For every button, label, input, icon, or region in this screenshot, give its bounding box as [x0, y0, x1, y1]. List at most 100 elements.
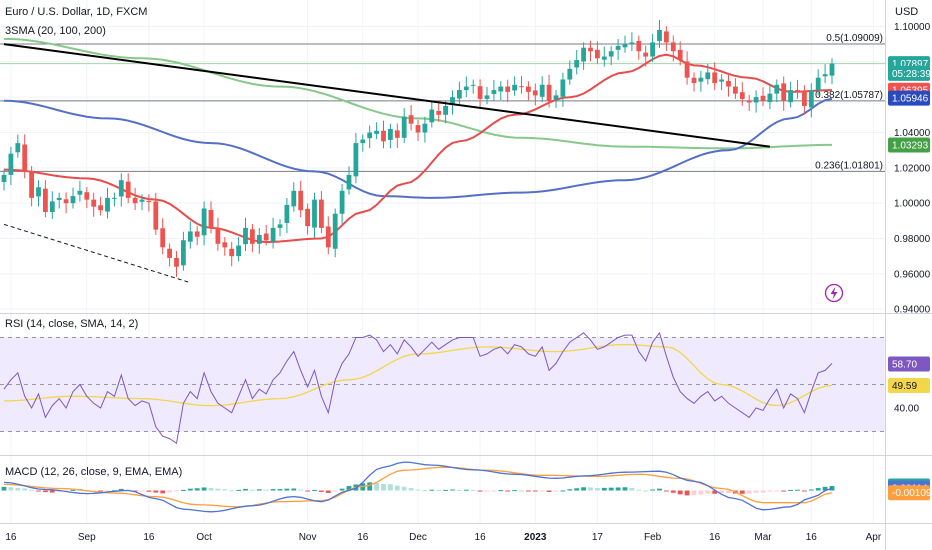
candle[interactable]	[650, 33, 655, 62]
candle[interactable]	[263, 225, 269, 246]
trendline[interactable]	[3, 43, 771, 148]
candle[interactable]	[339, 183, 345, 224]
candle[interactable]	[601, 46, 607, 67]
candle[interactable]	[526, 81, 531, 101]
candle[interactable]	[829, 58, 835, 85]
candle[interactable]	[664, 26, 669, 51]
candle-layer[interactable]	[1, 19, 835, 277]
candle[interactable]	[815, 69, 821, 96]
candle[interactable]	[760, 87, 766, 106]
candle[interactable]	[788, 81, 793, 108]
candle[interactable]	[91, 192, 97, 217]
candle[interactable]	[657, 19, 662, 48]
candle[interactable]	[401, 108, 407, 144]
candle[interactable]	[77, 180, 83, 202]
rsi-legend[interactable]: RSI (14, close, SMA, 14, 2)	[5, 318, 138, 330]
candle[interactable]	[360, 134, 366, 152]
candle[interactable]	[463, 76, 469, 97]
candle[interactable]	[512, 76, 517, 96]
candle[interactable]	[505, 79, 511, 102]
candle[interactable]	[477, 79, 483, 110]
candle[interactable]	[132, 187, 138, 211]
candle[interactable]	[698, 70, 704, 92]
candle[interactable]	[98, 196, 103, 216]
candle[interactable]	[215, 217, 221, 251]
candle[interactable]	[484, 86, 490, 105]
candle[interactable]	[802, 85, 807, 115]
candle[interactable]	[1, 169, 7, 191]
candle[interactable]	[112, 192, 117, 207]
candle[interactable]	[319, 191, 324, 234]
candle[interactable]	[125, 173, 131, 204]
candle[interactable]	[29, 166, 34, 207]
candle[interactable]	[519, 76, 524, 94]
candle[interactable]	[284, 198, 290, 234]
candle[interactable]	[270, 217, 276, 249]
candle[interactable]	[105, 187, 110, 219]
candle[interactable]	[22, 134, 28, 179]
support-dashed-line[interactable]	[3, 223, 191, 284]
sma-legend[interactable]: 3SMA (20, 100, 200)	[5, 25, 106, 37]
candle[interactable]	[491, 80, 497, 101]
candle[interactable]	[346, 166, 352, 195]
candle[interactable]	[581, 42, 586, 70]
candle[interactable]	[443, 100, 448, 124]
candle[interactable]	[429, 101, 435, 128]
candle[interactable]	[408, 105, 414, 131]
candle[interactable]	[139, 194, 145, 211]
candle[interactable]	[808, 83, 814, 118]
candle[interactable]	[381, 120, 386, 149]
candle[interactable]	[739, 82, 745, 106]
candle[interactable]	[567, 60, 573, 85]
candle[interactable]	[781, 76, 787, 111]
candle[interactable]	[470, 79, 476, 94]
candle[interactable]	[118, 173, 124, 207]
candle[interactable]	[174, 251, 179, 277]
candle[interactable]	[291, 182, 297, 212]
candle[interactable]	[15, 134, 21, 158]
candle[interactable]	[167, 243, 172, 267]
candle[interactable]	[201, 201, 207, 246]
candle[interactable]	[422, 116, 428, 143]
candle[interactable]	[153, 192, 159, 235]
candle[interactable]	[691, 72, 697, 92]
candle[interactable]	[588, 40, 593, 62]
candle[interactable]	[636, 35, 642, 60]
candle[interactable]	[277, 219, 283, 237]
candle[interactable]	[49, 191, 55, 219]
candle[interactable]	[298, 180, 304, 218]
candle[interactable]	[733, 78, 738, 99]
candle[interactable]	[560, 72, 566, 107]
candle[interactable]	[450, 90, 455, 115]
candle[interactable]	[312, 192, 317, 238]
candle[interactable]	[146, 194, 152, 212]
candle[interactable]	[553, 90, 559, 108]
candle[interactable]	[415, 119, 421, 141]
candle[interactable]	[498, 81, 504, 100]
candle[interactable]	[574, 49, 580, 75]
candle[interactable]	[746, 95, 752, 111]
candle[interactable]	[353, 133, 359, 184]
candle[interactable]	[43, 180, 48, 218]
candle[interactable]	[194, 226, 200, 246]
candle[interactable]	[36, 180, 41, 207]
candle[interactable]	[774, 79, 780, 103]
axis-layer[interactable]: 1.100001.080001.060001.040001.020001.000…	[5, 22, 930, 543]
candle[interactable]	[250, 224, 255, 253]
candle[interactable]	[63, 192, 69, 214]
candle[interactable]	[677, 41, 683, 66]
candle[interactable]	[332, 208, 338, 258]
candle[interactable]	[222, 237, 228, 256]
candle[interactable]	[84, 186, 90, 209]
candle[interactable]	[256, 228, 262, 254]
candle[interactable]	[457, 81, 462, 104]
candle[interactable]	[8, 146, 14, 185]
candle[interactable]	[629, 32, 635, 52]
symbol-title[interactable]: Euro / U.S. Dollar, 1D, FXCM	[5, 6, 147, 18]
candle[interactable]	[539, 76, 545, 103]
candle[interactable]	[753, 90, 759, 113]
macd-legend[interactable]: MACD (12, 26, close, 9, EMA, EMA)	[5, 466, 182, 478]
candle[interactable]	[643, 45, 649, 67]
candle[interactable]	[394, 123, 400, 148]
candle[interactable]	[181, 231, 186, 271]
